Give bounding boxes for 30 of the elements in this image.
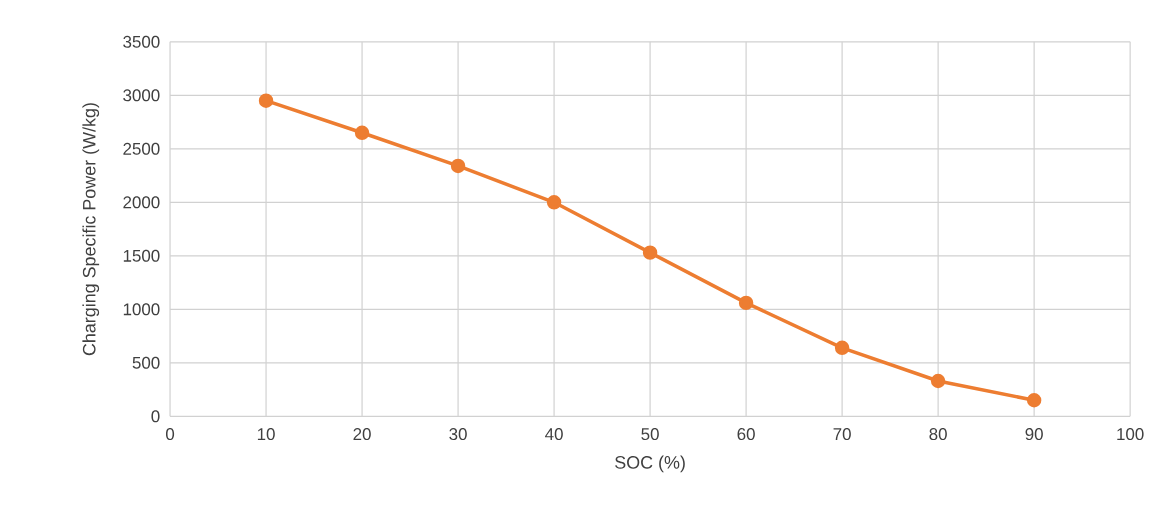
- y-tick-label: 3500: [123, 35, 160, 48]
- y-tick-label: 500: [132, 356, 160, 369]
- y-tick-label: 3000: [123, 89, 160, 102]
- x-tick-label: 10: [257, 428, 275, 441]
- x-tick-label: 30: [449, 428, 467, 441]
- x-tick-label: 100: [1117, 428, 1144, 441]
- point: [930, 373, 946, 389]
- x-tick-label: 60: [737, 428, 755, 441]
- point: [354, 125, 370, 141]
- y-tick-label: 1500: [123, 249, 160, 262]
- point: [450, 158, 466, 174]
- y-axis-title: Charging Specific Power (W/kg): [82, 103, 100, 356]
- y-tick-label: 1000: [123, 303, 160, 316]
- x-tick-label: 20: [353, 428, 371, 441]
- y-tick-label: 0: [151, 410, 160, 423]
- point: [738, 295, 754, 311]
- point: [546, 195, 562, 210]
- x-tick-label: 80: [929, 428, 947, 441]
- point: [642, 245, 658, 260]
- x-tick-label: 70: [833, 428, 851, 441]
- y-tick-label: 2000: [123, 196, 160, 209]
- x-tick-label: 50: [641, 428, 659, 441]
- x-tick-label: 90: [1025, 428, 1043, 441]
- point: [834, 340, 850, 356]
- x-axis-title: SOC (%): [615, 455, 685, 473]
- x-tick-label: 0: [165, 428, 175, 441]
- point: [1026, 393, 1042, 408]
- y-tick-label: 2500: [123, 142, 160, 155]
- x-tick-label: 40: [545, 428, 563, 441]
- point: [258, 93, 274, 108]
